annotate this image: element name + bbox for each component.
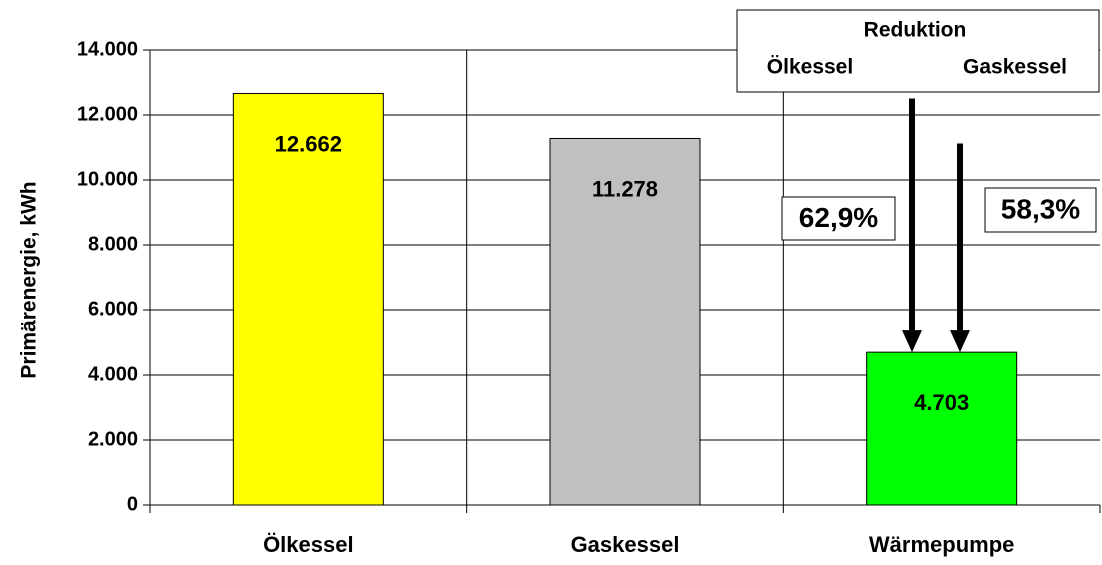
reduction-box — [781, 196, 896, 241]
bar — [866, 351, 1018, 506]
y-tick-label: 8.000 — [88, 233, 138, 255]
y-tick-label: 12.000 — [77, 103, 138, 125]
y-tick-label: 10.000 — [77, 168, 138, 190]
y-axis-label: Primärenergie, kWh — [18, 181, 41, 378]
reduction-arrow-head — [950, 330, 970, 353]
reduction-arrow-head — [902, 330, 922, 353]
bar — [549, 137, 701, 506]
reduction-box — [984, 187, 1097, 233]
x-tick-label: Ölkessel — [263, 532, 354, 557]
y-tick-label: 4.000 — [88, 363, 138, 385]
reduction-legend-from: Ölkessel — [767, 56, 853, 79]
y-tick-label: 6.000 — [88, 298, 138, 320]
reduction-label: 58,3% — [1001, 193, 1080, 224]
bar — [232, 92, 384, 506]
value-label: 12.662 — [275, 131, 342, 156]
x-tick-label: Wärmepumpe — [869, 532, 1014, 557]
value-label: 4.703 — [914, 390, 969, 415]
value-label: 11.278 — [592, 176, 658, 201]
x-tick-label: Gaskessel — [571, 532, 680, 557]
reduction-legend-from: Gaskessel — [963, 56, 1067, 79]
y-tick-label: 0 — [127, 493, 138, 515]
reduction-title: Reduktion — [864, 19, 967, 42]
reduction-label: 62,9% — [799, 202, 878, 233]
y-tick-label: 14.000 — [77, 38, 138, 60]
y-tick-label: 2.000 — [88, 428, 138, 450]
reduction-legend-box — [736, 9, 1100, 93]
